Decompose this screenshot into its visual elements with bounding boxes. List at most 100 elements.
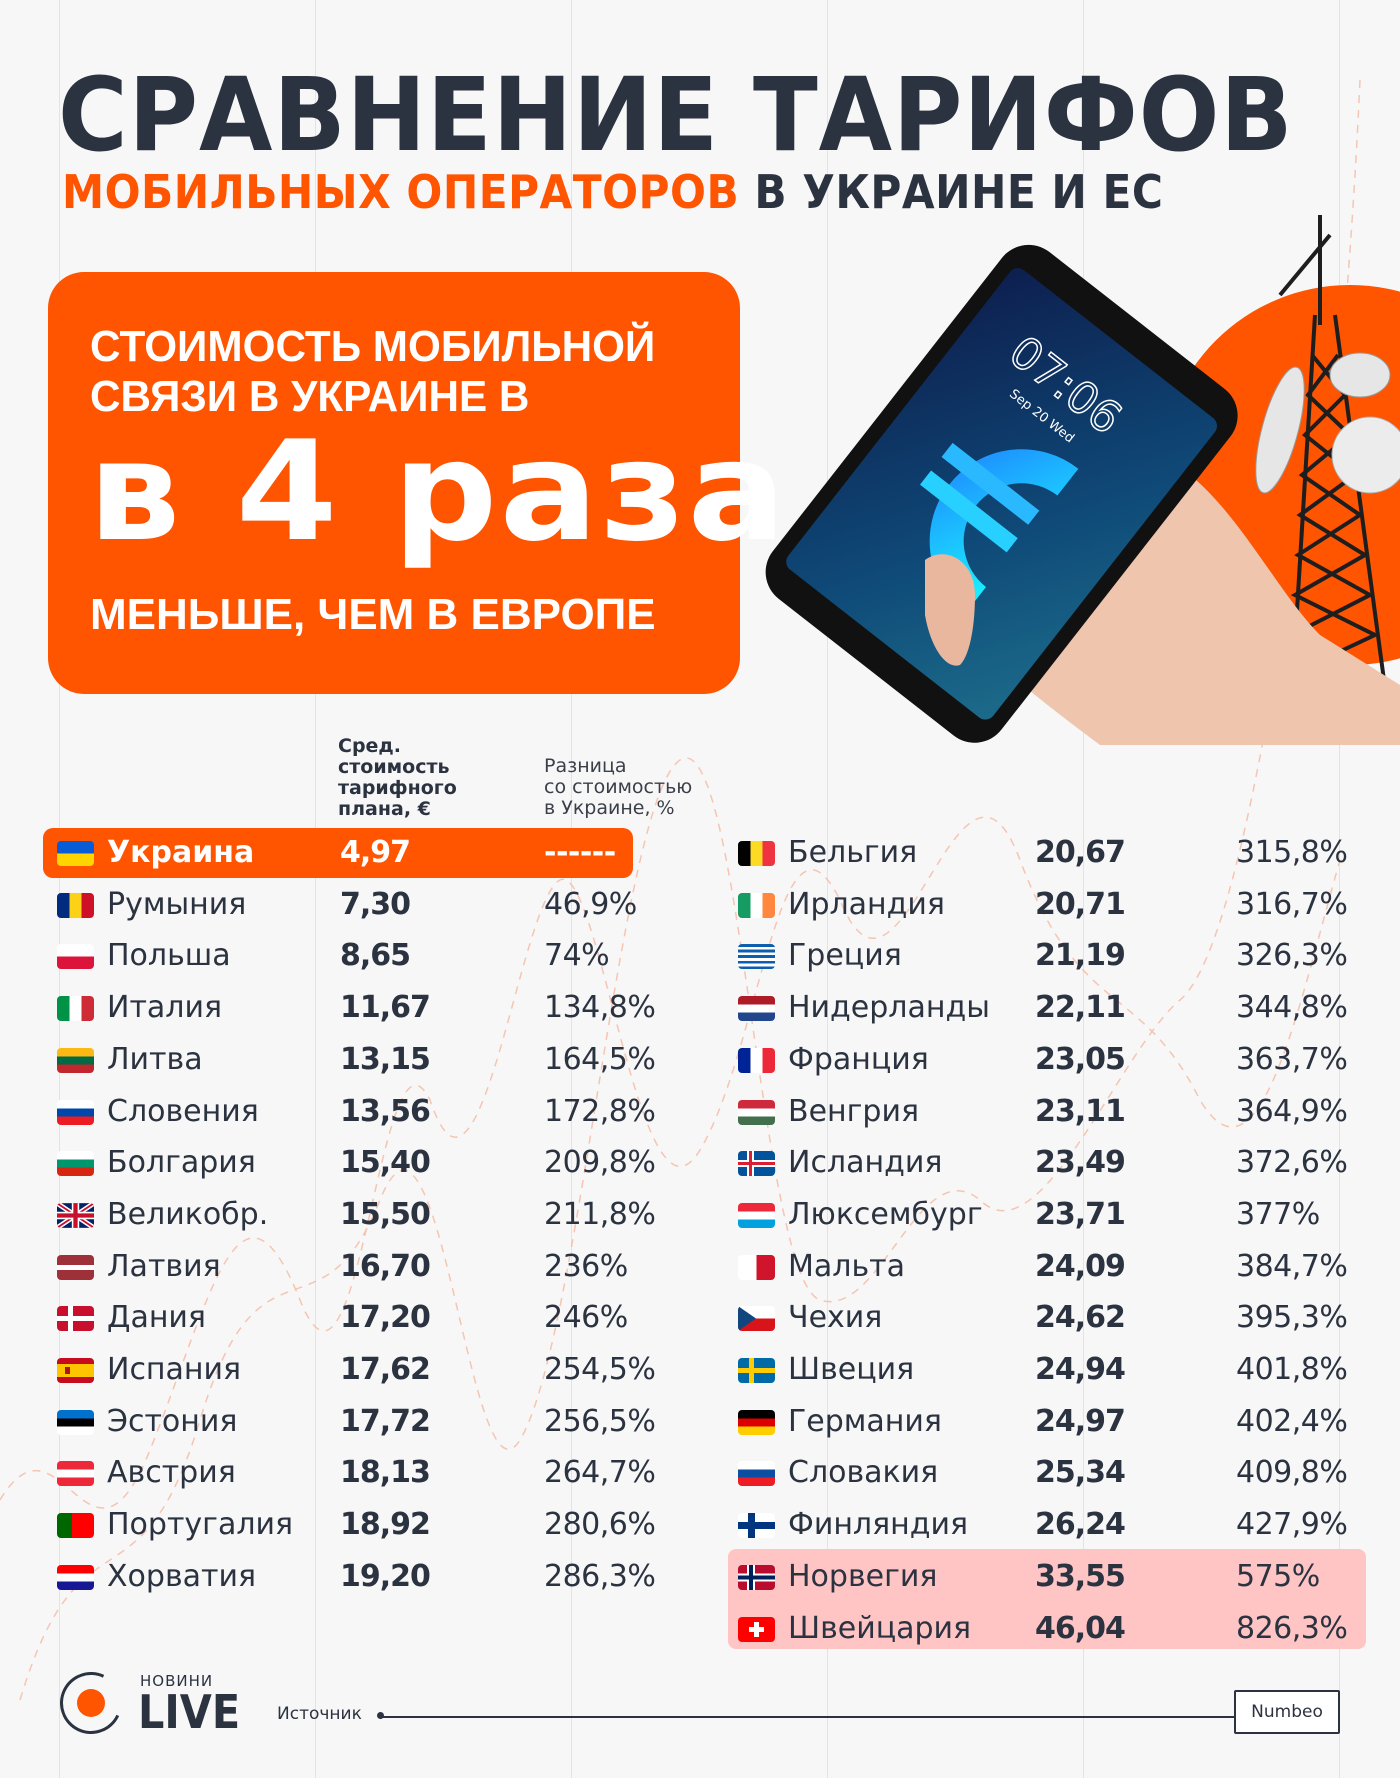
- flag-ua-icon: [57, 841, 94, 866]
- satellite-dish-icon: [1329, 352, 1391, 398]
- average-cost: 23,49: [1035, 1145, 1126, 1181]
- country-name: Бельгия: [788, 835, 918, 870]
- average-cost: 23,71: [1035, 1196, 1126, 1232]
- country-name: Польша: [107, 938, 231, 974]
- average-cost: 4,97: [340, 835, 411, 870]
- logo-text-small: НОВИНИ: [140, 1672, 214, 1690]
- country-name: Мальта: [788, 1248, 905, 1284]
- table-row: Польша 8,65 74%: [57, 931, 697, 981]
- average-cost: 25,34: [1035, 1455, 1126, 1491]
- average-cost: 23,11: [1035, 1093, 1126, 1129]
- table-row: Болгария 15,40 209,8%: [57, 1138, 697, 1188]
- difference-percent: 575%: [1236, 1558, 1320, 1594]
- difference-percent: 384,7%: [1236, 1248, 1348, 1284]
- flag-si-icon: [57, 1099, 94, 1125]
- table-row: Финляндия 26,24 427,9%: [738, 1500, 1378, 1550]
- average-cost: 24,97: [1035, 1403, 1126, 1439]
- country-name: Португалия: [107, 1507, 294, 1543]
- country-name: Чехия: [788, 1300, 883, 1336]
- page-subtitle: МОБИЛЬНЫХ ОПЕРАТОРОВ В УКРАИНЕ И ЕС: [62, 166, 1163, 218]
- average-cost: 18,13: [340, 1455, 431, 1491]
- flag-cz-icon: [738, 1306, 775, 1332]
- difference-percent: 427,9%: [1236, 1507, 1348, 1543]
- country-name: Финляндия: [788, 1507, 969, 1543]
- hero-text-top: СТОИМОСТЬ МОБИЛЬНОЙ СВЯЗИ В УКРАИНЕ В: [90, 322, 655, 422]
- country-name: Испания: [107, 1352, 242, 1387]
- difference-percent: 315,8%: [1236, 835, 1348, 870]
- table-row: Швейцария 46,04 826,3%: [738, 1604, 1378, 1654]
- flag-fi-icon: [738, 1513, 775, 1539]
- table-row: Хорватия 19,20 286,3%: [57, 1552, 697, 1602]
- flag-ie-icon: [738, 892, 775, 918]
- table-row: Люксембург 23,71 377%: [738, 1190, 1378, 1240]
- table-row: Португалия 18,92 280,6%: [57, 1500, 697, 1550]
- table-row: Испания 17,62 254,5%: [57, 1345, 697, 1395]
- header-line: Сред.: [338, 735, 401, 757]
- country-name: Австрия: [107, 1455, 236, 1491]
- country-name: Норвегия: [788, 1558, 938, 1594]
- difference-percent: 326,3%: [1236, 938, 1348, 974]
- difference-percent: 254,5%: [544, 1352, 656, 1387]
- difference-percent: 256,5%: [544, 1403, 656, 1439]
- subtitle-rest: В УКРАИНЕ И ЕС: [739, 165, 1164, 219]
- flag-se-icon: [738, 1358, 775, 1383]
- table-row: Украина 4,97 ------: [57, 828, 697, 878]
- average-cost: 46,04: [1035, 1610, 1126, 1646]
- table-row: Греция 21,19 326,3%: [738, 931, 1378, 981]
- flag-hr-icon: [57, 1564, 94, 1590]
- country-name: Италия: [107, 990, 223, 1026]
- illustration-graphic: 07:06 Sep 20 Wed: [765, 215, 1400, 745]
- difference-percent: 211,8%: [544, 1196, 656, 1232]
- table-row: Венгрия 23,11 364,9%: [738, 1087, 1378, 1137]
- country-name: Люксембург: [788, 1196, 983, 1232]
- difference-percent: 74%: [544, 938, 610, 974]
- flag-gb-icon: [57, 1202, 94, 1228]
- average-cost: 22,11: [1035, 990, 1126, 1026]
- average-cost: 15,40: [340, 1145, 431, 1181]
- country-name: Великобр.: [107, 1196, 269, 1232]
- thumb-shape: [925, 554, 975, 666]
- flag-pl-icon: [57, 944, 94, 970]
- table-row: Словакия 25,34 409,8%: [738, 1448, 1378, 1498]
- table-row: Дания 17,20 246%: [57, 1293, 697, 1343]
- flag-be-icon: [738, 841, 775, 866]
- column-header-cost: Сред. стоимость тарифного плана, €: [338, 736, 488, 820]
- column-header-diff: Разница со стоимостью в Украине, %: [544, 756, 744, 819]
- smartphone-icon: 07:06 Sep 20 Wed: [765, 244, 1238, 743]
- country-name: Украина: [107, 835, 255, 870]
- average-cost: 33,55: [1035, 1558, 1126, 1594]
- source-label: Источник: [277, 1704, 362, 1724]
- flag-ee-icon: [57, 1409, 94, 1435]
- difference-percent: 280,6%: [544, 1507, 656, 1543]
- satellite-dish-icon: [1255, 366, 1305, 494]
- flag-ch-icon: [738, 1616, 775, 1642]
- difference-percent: 372,6%: [1236, 1145, 1348, 1181]
- flag-lv-icon: [57, 1254, 94, 1280]
- country-name: Эстония: [107, 1403, 238, 1439]
- table-row: Эстония 17,72 256,5%: [57, 1397, 697, 1447]
- difference-percent: 164,5%: [544, 1041, 656, 1077]
- flag-sk-icon: [738, 1461, 775, 1487]
- hero-line-1: СТОИМОСТЬ МОБИЛЬНОЙ: [90, 322, 656, 371]
- flag-dk-icon: [57, 1306, 94, 1332]
- average-cost: 17,20: [340, 1300, 431, 1336]
- country-name: Словения: [107, 1093, 259, 1129]
- top-cost-highlight-bar: [728, 1549, 1366, 1649]
- table-row: Латвия 16,70 236%: [57, 1242, 697, 1292]
- country-name: Румыния: [107, 886, 247, 922]
- phone-tower-illustration: 07:06 Sep 20 Wed: [760, 215, 1400, 745]
- flag-lt-icon: [57, 1047, 94, 1073]
- header-line: в Украине, %: [544, 797, 675, 819]
- average-cost: 19,20: [340, 1558, 431, 1594]
- table-row: Австрия 18,13 264,7%: [57, 1448, 697, 1498]
- table-row: Бельгия 20,67 315,8%: [738, 828, 1378, 878]
- country-name: Исландия: [788, 1145, 943, 1181]
- header-line: тарифного: [338, 777, 457, 799]
- flag-it-icon: [57, 996, 94, 1022]
- table-row: Франция 23,05 363,7%: [738, 1035, 1378, 1085]
- flag-ro-icon: [57, 892, 94, 918]
- average-cost: 17,72: [340, 1403, 431, 1439]
- average-cost: 26,24: [1035, 1507, 1126, 1543]
- header-line: Разница: [544, 755, 627, 777]
- difference-percent: 401,8%: [1236, 1352, 1348, 1387]
